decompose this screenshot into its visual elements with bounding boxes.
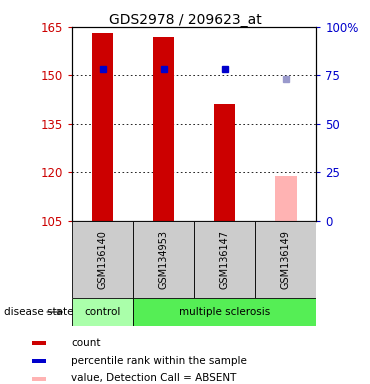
Bar (255, 221, 316, 298)
Bar (32, 377, 46, 381)
Text: GSM136147: GSM136147 (220, 230, 230, 289)
Bar (72, 221, 133, 298)
Text: multiple sclerosis: multiple sclerosis (179, 307, 270, 317)
Text: GSM136149: GSM136149 (281, 230, 291, 289)
Text: disease state: disease state (4, 307, 73, 317)
Text: control: control (84, 307, 121, 317)
Bar (194, 221, 255, 298)
Bar (133, 221, 194, 298)
Bar (32, 359, 46, 363)
Text: GSM134953: GSM134953 (159, 230, 169, 289)
Text: GDS2978 / 209623_at: GDS2978 / 209623_at (109, 13, 261, 27)
Bar (92, 33, 113, 221)
Text: value, Detection Call = ABSENT: value, Detection Call = ABSENT (71, 373, 237, 383)
Bar (275, 175, 296, 221)
Bar (153, 36, 174, 221)
Text: count: count (71, 338, 101, 348)
Text: GSM136140: GSM136140 (98, 230, 108, 289)
Bar (32, 341, 46, 345)
Bar (72, 298, 133, 326)
Text: percentile rank within the sample: percentile rank within the sample (71, 356, 247, 366)
Bar (214, 104, 235, 221)
Bar (133, 298, 316, 326)
